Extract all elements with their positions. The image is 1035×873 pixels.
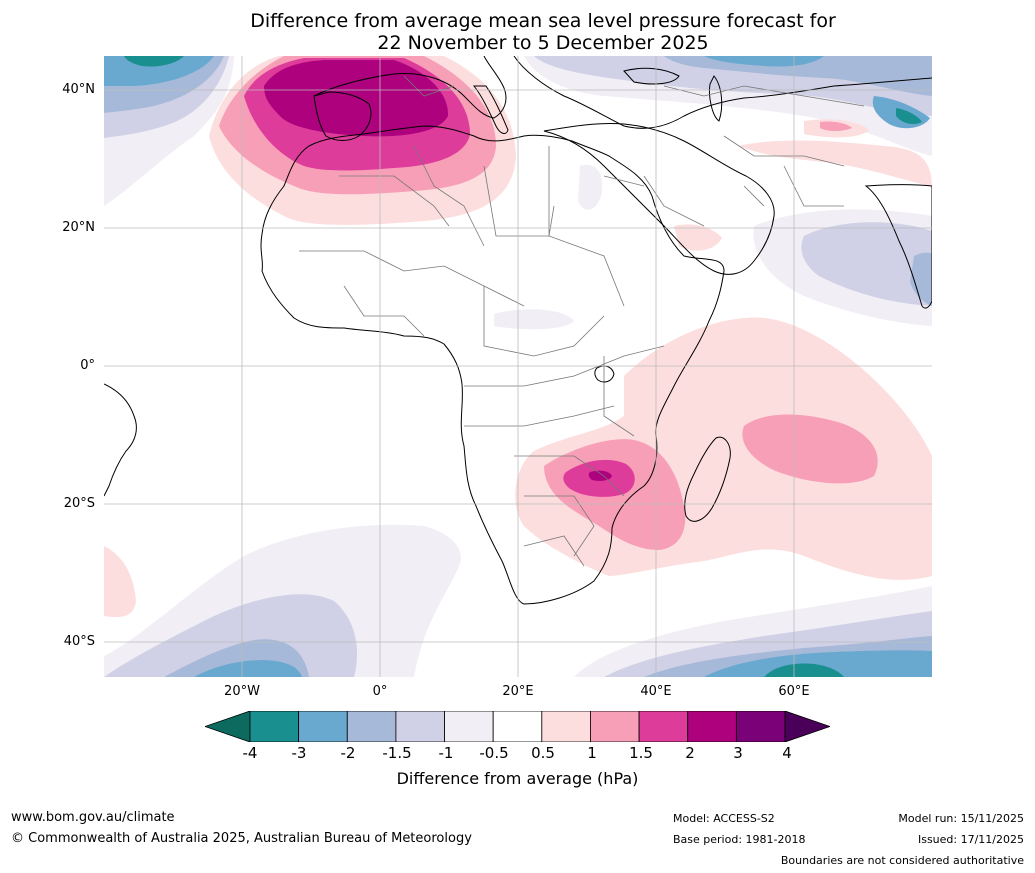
cbar-tick-label: -1 [438,744,454,762]
model-name: Model: ACCESS-S2 [673,812,775,825]
lon-label-20e: 20°E [502,684,534,699]
cbar-tick-label: -2 [340,744,356,762]
lat-label-20n: 20°N [62,220,95,235]
india-outline [864,184,932,309]
copyright-text: © Commonwealth of Australia 2025, Austra… [11,831,472,846]
cbar-tick-label: -4 [242,744,258,762]
cbar-tick-label: 1.5 [629,744,653,762]
lat-label-equator: 0° [80,358,95,373]
cbar-tick-label: -0.5 [479,744,509,762]
lon-label-60e: 60°E [778,684,810,699]
south-america-outline [104,383,137,497]
europe-outline [313,56,932,129]
colorbar-segment [395,711,445,742]
cbar-tick-label: 1 [587,744,597,762]
africa-outline [260,125,725,605]
map-canvas [104,56,932,677]
country-borders [299,75,865,567]
colorbar-segment [346,711,397,742]
lon-label-40e: 40°E [640,684,672,699]
lat-label-40n: 40°N [62,82,95,97]
colorbar-segment [492,711,543,742]
base-period: Base period: 1981-2018 [673,833,806,846]
colorbar-segment [298,711,348,742]
lon-label-0: 0° [372,684,388,699]
colorbar-segment [541,711,591,742]
issued-date: Issued: 17/11/2025 [917,833,1024,846]
boundaries-disclaimer: Boundaries are not considered authoritat… [780,854,1024,867]
title-line-1: Difference from average mean sea level p… [250,10,836,32]
lat-label-40s: 40°S [63,634,95,649]
website-link[interactable]: www.bom.gov.au/climate [11,810,175,825]
colorbar-segment [590,711,640,742]
map-title: Difference from average mean sea level p… [0,10,1035,54]
lon-label-20w: 20°W [224,684,260,699]
colorbar-title: Difference from average (hPa) [396,769,639,788]
colorbar-segment [249,711,300,742]
cbar-tick-label: 4 [782,744,792,762]
colorbar-segment [735,711,786,742]
colorbar-over-arrow [784,711,830,742]
cbar-tick-label: 3 [733,744,743,762]
cbar-tick-label: -1.5 [382,744,412,762]
cbar-tick-label: 0.5 [531,744,555,762]
model-run-date: Model run: 15/11/2025 [898,812,1024,825]
title-line-2: 22 November to 5 December 2025 [377,32,709,54]
cbar-tick-label: -3 [291,744,307,762]
pressure-anomaly-map [104,56,932,677]
colorbar-segment [687,711,737,742]
arabia-outline [543,123,775,275]
graticule [104,56,932,677]
colorbar-segment [444,711,494,742]
madagascar-outline [684,436,731,522]
lat-label-20s: 20°S [63,496,95,511]
colorbar-under-arrow [205,711,251,742]
colorbar [205,711,830,742]
colorbar-segment [638,711,689,742]
cbar-tick-label: 2 [685,744,695,762]
